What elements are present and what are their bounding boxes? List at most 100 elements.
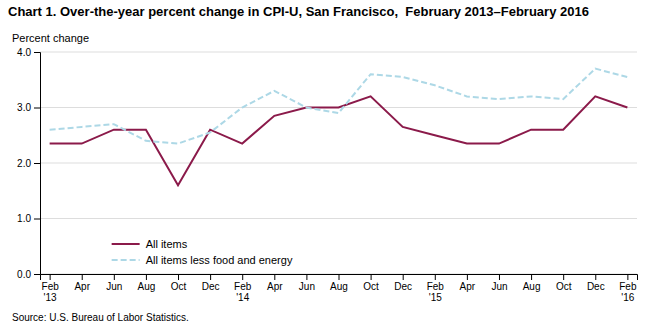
title: Chart 1. Over-the-year percent change in…: [8, 4, 589, 19]
x-tick-label-line: '14: [236, 292, 249, 303]
x-tick-label: Apr: [267, 281, 283, 292]
legend-swatch: [112, 243, 140, 245]
legend-label: All items less food and energy: [146, 254, 293, 266]
x-tick-label-line: Jun: [491, 281, 507, 292]
y-tick-label: 0.0: [17, 269, 31, 280]
x-tick-label: Dec: [394, 281, 412, 292]
y-axis-line: [34, 53, 41, 275]
x-tick-label-line: Aug: [330, 281, 348, 292]
x-tick-label-line: Oct: [556, 281, 572, 292]
series-line: [50, 96, 628, 185]
x-tick: Aug: [138, 274, 156, 292]
x-tick-label: Oct: [171, 281, 187, 292]
x-tick: Feb'15: [427, 274, 445, 303]
source: Source: U.S. Bureau of Labor Statistics.: [12, 312, 189, 323]
x-tick-mark: [499, 274, 500, 280]
x-tick-label-line: Feb: [619, 281, 637, 292]
x-tick: Feb'13: [42, 274, 60, 303]
x-tick-label-line: Aug: [523, 281, 541, 292]
x-tick-mark: [371, 274, 372, 280]
x-tick: Jun: [491, 274, 507, 292]
x-tick: Apr: [74, 274, 90, 292]
x-tick: Apr: [460, 274, 476, 292]
y-tick-label: 1.0: [17, 213, 31, 224]
x-axis: Feb'13AprJunAugOctDecFeb'14AprJunAugOctD…: [41, 274, 638, 303]
y-tick: 3.0: [17, 102, 40, 113]
plot: 0.01.02.03.04.0Feb'13AprJunAugOctDecFeb'…: [17, 47, 637, 303]
x-tick: Dec: [394, 274, 412, 292]
x-tick-mark: [595, 274, 596, 280]
x-tick-label: Feb'15: [427, 281, 445, 303]
x-tick-mark: [467, 274, 468, 280]
x-tick-label-line: Oct: [363, 281, 379, 292]
x-tick-label: Jun: [491, 281, 507, 292]
y-tick-mark: [34, 163, 40, 164]
y-tick: 4.0: [17, 47, 40, 58]
x-tick: Feb'14: [234, 274, 252, 303]
x-tick-label: Apr: [460, 281, 476, 292]
x-tick-label-line: Aug: [138, 281, 156, 292]
x-axis-line: [41, 275, 638, 281]
x-tick-label: Feb'14: [234, 281, 252, 303]
x-tick-label: Dec: [587, 281, 605, 292]
x-tick: Oct: [363, 274, 379, 292]
x-tick: Apr: [267, 274, 283, 292]
y-tick-label: 2.0: [17, 158, 31, 169]
legend-item: All items less food and energy: [112, 254, 293, 266]
x-tick-label-line: '13: [44, 292, 57, 303]
x-tick-mark: [339, 274, 340, 280]
x-tick-mark: [306, 274, 307, 280]
y-tick: 0.0: [17, 269, 40, 280]
x-tick: Dec: [587, 274, 605, 292]
x-tick-label: Jun: [106, 281, 122, 292]
x-tick-label: Aug: [523, 281, 541, 292]
x-tick-label-line: Apr: [74, 281, 90, 292]
x-tick-label-line: Jun: [299, 281, 315, 292]
legend-item: All items: [112, 238, 188, 250]
x-tick: Oct: [556, 274, 572, 292]
chart: Chart 1. Over-the-year percent change in…: [0, 0, 659, 326]
x-tick-mark: [435, 274, 436, 280]
x-tick: Aug: [523, 274, 541, 292]
x-tick-mark: [146, 274, 147, 280]
x-tick-label: Feb'13: [42, 281, 60, 303]
legend-swatch: [112, 259, 140, 261]
y-tick-label: 4.0: [17, 47, 31, 58]
x-tick-mark: [210, 274, 211, 280]
y-tick-label: 3.0: [17, 102, 31, 113]
y-tick-mark: [34, 274, 40, 275]
x-tick-label-line: Dec: [587, 281, 605, 292]
x-tick-label-line: Feb: [42, 281, 60, 292]
x-tick-label-line: Feb: [427, 281, 445, 292]
grid-line: [40, 163, 637, 164]
x-tick-label: Jun: [299, 281, 315, 292]
x-tick-label: Feb'16: [619, 281, 637, 303]
x-tick-label: Oct: [363, 281, 379, 292]
y-tick-mark: [34, 108, 40, 109]
x-tick: Dec: [202, 274, 220, 292]
x-tick-label-line: Dec: [394, 281, 412, 292]
x-tick-mark: [627, 274, 628, 280]
x-tick-label-line: Jun: [106, 281, 122, 292]
grid-line: [40, 52, 637, 53]
x-tick-label: Aug: [138, 281, 156, 292]
x-tick-label-line: Dec: [202, 281, 220, 292]
x-tick-mark: [531, 274, 532, 280]
x-tick-mark: [274, 274, 275, 280]
x-tick: Feb'16: [619, 274, 637, 303]
legend: All items All items less food and energy: [112, 238, 293, 266]
x-tick-label-line: Apr: [267, 281, 283, 292]
y-axis: 0.0 1.0 2.0 3.0 4.0: [17, 47, 40, 280]
x-tick: Jun: [106, 274, 122, 292]
y-tick-mark: [34, 52, 40, 53]
lines: [50, 69, 628, 186]
x-tick-mark: [178, 274, 179, 280]
series-line: [50, 69, 628, 144]
y-tick-mark: [34, 219, 40, 220]
x-tick-label: Apr: [74, 281, 90, 292]
x-tick-label-line: Feb: [234, 281, 252, 292]
x-tick-mark: [114, 274, 115, 280]
x-tick-label-line: '16: [621, 292, 634, 303]
legend-label: All items: [146, 238, 188, 250]
x-tick: Jun: [299, 274, 315, 292]
